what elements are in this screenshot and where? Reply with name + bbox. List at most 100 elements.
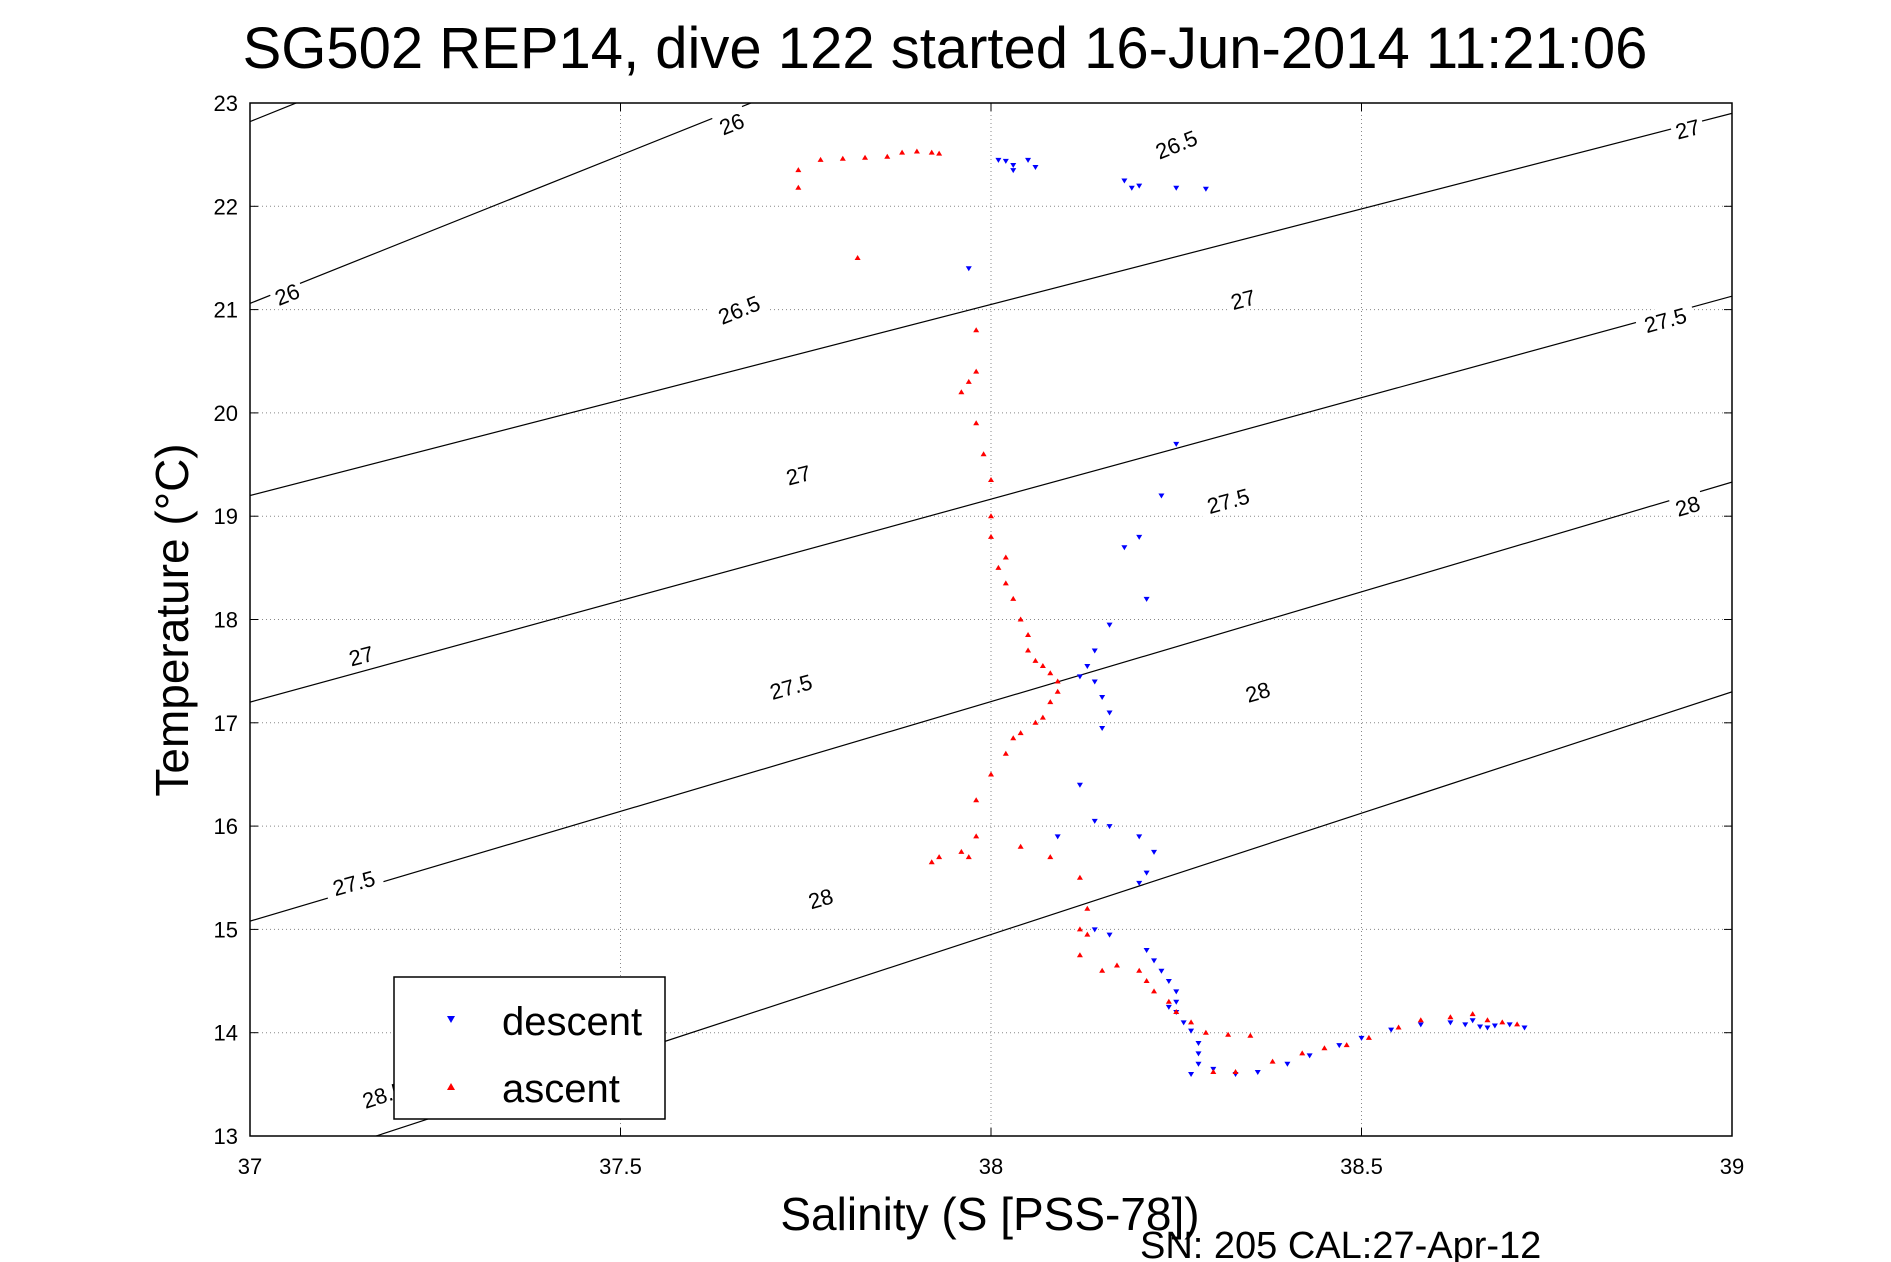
ascent-point: [1017, 730, 1024, 736]
ascent-point: [1054, 678, 1061, 684]
ascent-point: [795, 167, 802, 173]
descent-point: [1128, 185, 1135, 191]
isopycnal-line: [250, 112, 1732, 497]
descent-point: [1284, 1061, 1291, 1067]
descent-point: [1173, 989, 1180, 995]
legend-ascent-marker: [447, 1083, 455, 1090]
isopycnal-label-bg: [322, 862, 385, 902]
ascent-point: [973, 368, 980, 374]
isopycnal-label: 27: [1224, 282, 1262, 315]
descent-point: [1484, 1025, 1491, 1031]
descent-point: [1099, 694, 1106, 700]
ascent-point: [928, 149, 935, 155]
descent-point: [1136, 183, 1143, 189]
isopycnal-label-bg: [707, 286, 771, 331]
x-tick-label: 37.5: [599, 1154, 642, 1179]
isopycnal-label-bg: [759, 666, 822, 705]
ascent-point: [936, 854, 943, 860]
ascent-point: [958, 389, 965, 395]
descent-point: [1469, 1018, 1476, 1024]
ascent-point: [1047, 854, 1054, 860]
data-points: [795, 148, 1528, 1078]
isopycnal-label: 27: [1668, 112, 1706, 144]
descent-point: [1158, 493, 1165, 499]
descent-point: [1173, 185, 1180, 191]
ascent-point: [1225, 1031, 1232, 1037]
y-tick-label: 19: [214, 504, 238, 529]
descent-point: [1025, 157, 1032, 163]
descent-point: [1099, 725, 1106, 731]
ascent-point: [1039, 662, 1046, 668]
descent-point: [1151, 849, 1158, 855]
descent-point: [1491, 1023, 1498, 1029]
y-tick-labels: 13 14 15 16 17 18 19 20 21 22 23: [214, 91, 1732, 1149]
ascent-point: [795, 184, 802, 190]
x-tick-label: 38.5: [1340, 1154, 1383, 1179]
ascent-point: [1032, 719, 1039, 725]
isopycnal-label: 28: [1668, 488, 1707, 522]
descent-point: [1136, 534, 1143, 540]
ascent-point: [988, 771, 994, 777]
ascent-point: [973, 833, 980, 839]
y-tick-label: 13: [214, 1124, 238, 1149]
descent-point: [1173, 999, 1180, 1005]
descent-point: [1076, 782, 1083, 788]
descent-point: [1121, 178, 1128, 184]
ascent-point: [1054, 688, 1061, 694]
descent-point: [995, 157, 1002, 163]
ascent-point: [817, 156, 824, 162]
descent-point: [1121, 545, 1128, 551]
descent-point: [1195, 1041, 1202, 1047]
y-axis-label: Temperature (°C): [146, 443, 198, 796]
ascent-point: [1002, 580, 1009, 586]
ascent-point: [1076, 952, 1083, 958]
ascent-point: [1299, 1050, 1306, 1056]
x-tick-labels: 37 37.5 38 38.5 39: [238, 103, 1744, 1179]
ascent-point: [1514, 1021, 1521, 1027]
ascent-point: [1210, 1068, 1217, 1074]
ascent-point: [1321, 1045, 1328, 1051]
descent-point: [1521, 1025, 1528, 1031]
descent-point: [1180, 1020, 1187, 1026]
ascent-point: [1143, 978, 1150, 984]
ascent-point: [973, 420, 980, 426]
ascent-point: [1151, 988, 1158, 994]
ascent-point: [1165, 998, 1172, 1004]
descent-point: [1195, 1051, 1202, 1057]
isopycnal-label-bg: [267, 276, 307, 311]
isopycnal-label-bg: [1668, 488, 1707, 521]
descent-point: [1091, 818, 1098, 824]
ascent-point: [1076, 926, 1083, 932]
descent-point: [1136, 880, 1143, 886]
x-tick-label: 39: [1720, 1154, 1744, 1179]
ascent-point: [973, 327, 980, 333]
isopycnal-label-bg: [1633, 299, 1697, 339]
x-tick-label: 38: [979, 1154, 1003, 1179]
y-tick-label: 17: [214, 711, 238, 736]
ascent-point: [1010, 595, 1017, 601]
ascent-point: [1365, 1034, 1372, 1040]
ascent-point: [899, 149, 906, 155]
isopycnal-label-bg: [1144, 121, 1208, 166]
isopycnal-label: 27: [779, 458, 817, 491]
ascent-point: [1136, 967, 1143, 973]
isopycnal-label-text: 27: [346, 641, 376, 671]
ascent-point: [913, 148, 920, 154]
ascent-point: [1010, 735, 1017, 741]
isopycnal-label-text: 27: [1673, 114, 1703, 144]
descent-point: [1106, 932, 1113, 938]
ascent-point: [1002, 750, 1009, 756]
ascent-point: [884, 153, 891, 159]
isopycnal-line: [250, 295, 1732, 703]
isopycnal-label-bg: [342, 639, 380, 671]
ascent-point: [1173, 1009, 1180, 1015]
descent-point: [1447, 1020, 1454, 1026]
descent-point: [1254, 1069, 1261, 1075]
ascent-point: [988, 513, 994, 519]
ascent-point: [965, 854, 972, 860]
descent-point: [965, 266, 972, 272]
descent-point: [1336, 1043, 1343, 1049]
isopycnal-label-bg: [1668, 112, 1706, 144]
y-tick-label: 20: [214, 401, 238, 426]
isopycnal-line: [250, 481, 1732, 922]
